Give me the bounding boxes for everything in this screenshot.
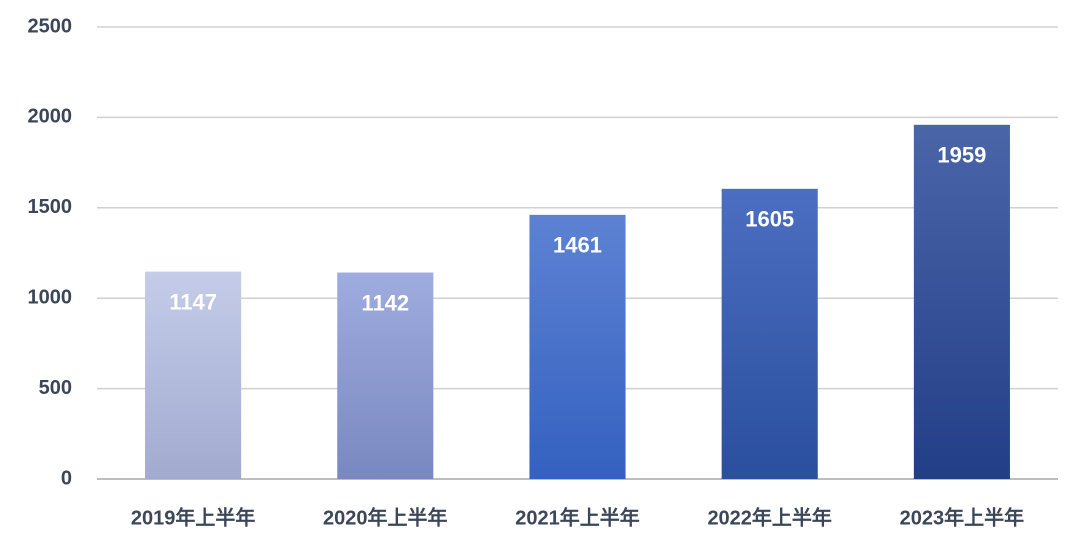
y-tick-label: 2500 — [28, 15, 73, 37]
y-tick-label: 0 — [61, 467, 72, 489]
data-label: 1605 — [745, 207, 794, 232]
data-label: 1142 — [361, 290, 409, 315]
data-label: 1461 — [553, 233, 602, 258]
x-tick-label: 2023年上半年 — [900, 505, 1025, 529]
data-label: 1147 — [169, 289, 217, 314]
data-label: 1959 — [937, 143, 986, 168]
y-tick-label: 2000 — [28, 106, 73, 128]
y-tick-label: 500 — [39, 377, 72, 399]
bar — [913, 124, 1010, 479]
bar — [337, 272, 434, 479]
x-tick-label: 2022年上半年 — [707, 505, 832, 529]
x-tick-label: 2021年上半年 — [515, 505, 640, 529]
bar — [721, 188, 818, 480]
x-tick-label: 2019年上半年 — [131, 505, 256, 529]
y-tick-label: 1000 — [28, 286, 73, 308]
bar — [145, 271, 242, 479]
y-tick-label: 1500 — [28, 196, 73, 218]
x-tick-label: 2020年上半年 — [323, 505, 448, 529]
bar — [529, 214, 626, 479]
